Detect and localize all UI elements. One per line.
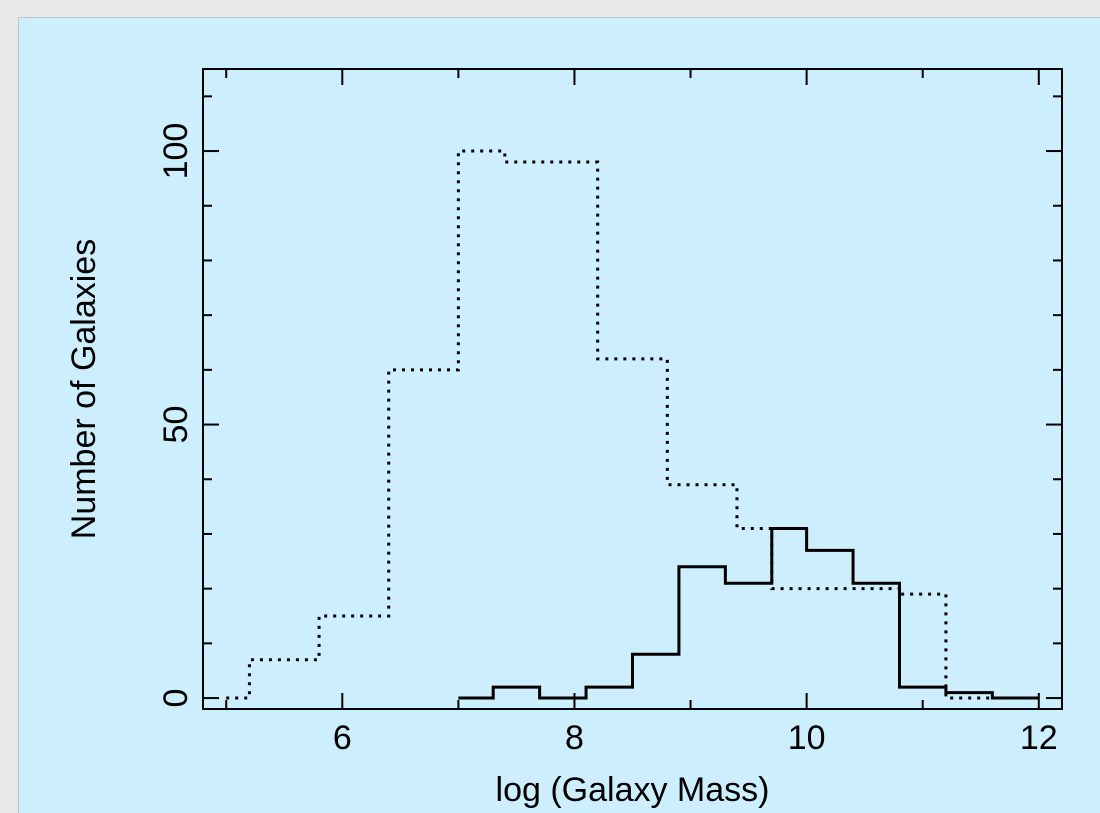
y-tick-label: 0 xyxy=(157,689,195,708)
solid-histogram-line xyxy=(458,526,1039,700)
axis-ticks xyxy=(203,69,1062,709)
plot-area-border xyxy=(202,68,1063,710)
x-tick-label: 8 xyxy=(565,719,584,757)
dotted-histogram-line xyxy=(226,149,1039,700)
y-tick-label: 100 xyxy=(157,123,195,180)
chart-frame: 6 8 10 12 0 50 100 log (Galaxy Mass) Number o… xyxy=(18,17,1100,813)
x-tick-label: 12 xyxy=(1020,719,1058,757)
histogram-chart: 6 8 10 12 0 50 100 log (Galaxy Mass) Number o… xyxy=(65,68,1063,809)
series-layer xyxy=(226,149,1039,700)
y-tick-label: 50 xyxy=(157,406,195,444)
x-tick-label: 10 xyxy=(788,719,826,757)
y-axis-label: Number of Galaxies xyxy=(65,239,103,539)
x-axis-label: log (Galaxy Mass) xyxy=(496,771,770,809)
x-tick-label: 6 xyxy=(333,719,352,757)
y-tick-labels: 0 50 100 xyxy=(157,123,195,708)
x-tick-labels: 6 8 10 12 xyxy=(333,719,1058,757)
